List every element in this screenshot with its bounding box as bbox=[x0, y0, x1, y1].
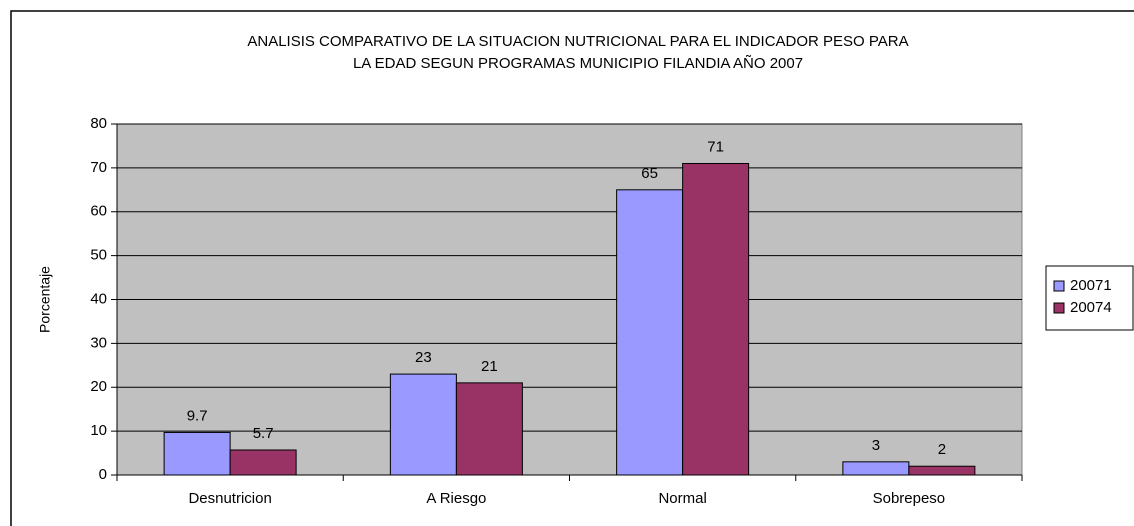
legend-box bbox=[1045, 265, 1134, 331]
y-tick-label: 20 bbox=[90, 378, 107, 395]
y-axis-label: Porcentaje bbox=[37, 266, 53, 333]
bar bbox=[389, 373, 457, 476]
chart-title: ANALISIS COMPARATIVO DE LA SITUACION NUT… bbox=[247, 33, 908, 50]
y-tick-label: 10 bbox=[90, 422, 107, 439]
x-tick-label: Sobrepeso bbox=[873, 490, 946, 507]
legend-label: 20071 bbox=[1070, 277, 1112, 294]
bar bbox=[163, 431, 231, 476]
bar bbox=[616, 189, 684, 476]
chart-title: LA EDAD SEGUN PROGRAMAS MUNICIPIO FILAND… bbox=[353, 55, 803, 72]
data-label: 23 bbox=[415, 349, 432, 366]
x-tick-label: Normal bbox=[658, 490, 706, 507]
legend-swatch bbox=[1053, 302, 1065, 314]
data-label: 71 bbox=[707, 138, 724, 155]
y-tick-label: 60 bbox=[90, 203, 107, 220]
x-tick-label: Desnutricion bbox=[188, 490, 271, 507]
bar bbox=[229, 449, 297, 476]
legend-label: 20074 bbox=[1070, 299, 1112, 316]
data-label: 65 bbox=[641, 165, 658, 182]
bar bbox=[842, 461, 910, 476]
x-tick-label: A Riesgo bbox=[426, 490, 486, 507]
y-tick-label: 70 bbox=[90, 159, 107, 176]
y-tick-label: 80 bbox=[90, 115, 107, 132]
y-tick-label: 0 bbox=[99, 466, 107, 483]
y-tick-label: 50 bbox=[90, 247, 107, 264]
data-label: 3 bbox=[872, 437, 880, 454]
bar bbox=[682, 162, 750, 476]
y-tick-label: 30 bbox=[90, 334, 107, 351]
bar bbox=[908, 465, 976, 476]
y-tick-label: 40 bbox=[90, 290, 107, 307]
legend-swatch bbox=[1053, 280, 1065, 292]
data-label: 9.7 bbox=[187, 407, 208, 424]
data-label: 2 bbox=[938, 441, 946, 458]
bar bbox=[455, 382, 523, 476]
data-label: 21 bbox=[481, 358, 498, 375]
data-label: 5.7 bbox=[253, 425, 274, 442]
